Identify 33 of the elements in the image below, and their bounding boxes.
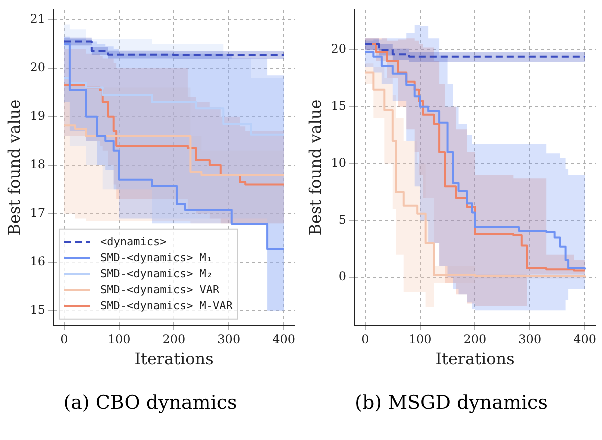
x-tick-label: 200: [464, 332, 487, 347]
y-tick-label: 17: [30, 206, 46, 220]
legend-label: SMD-<dynamics> M₁: [100, 251, 214, 264]
y-tick-label: 20: [30, 60, 46, 75]
x-tick-label: 300: [218, 332, 241, 347]
legend-label: SMD-<dynamics> M₂: [100, 267, 214, 280]
y-tick-label: 10: [331, 156, 346, 170]
x-tick-label: 0: [60, 332, 68, 347]
y-axis-title: Best found value: [4, 100, 24, 236]
y-tick-label: 5: [338, 212, 346, 227]
x-axis-title: Iterations: [436, 350, 515, 369]
text: (b) MSGD dynamics: [354, 392, 549, 414]
x-tick-label: 400: [574, 332, 596, 347]
x-tick-label: 100: [408, 332, 432, 347]
x-tick-label: 100: [108, 332, 131, 347]
y-tick-label: 19: [30, 109, 46, 124]
legend-label: <dynamics>: [100, 235, 168, 248]
y-tick-label: 20: [331, 42, 346, 56]
x-tick-label: 300: [518, 332, 542, 347]
y-tick-label: 15: [30, 302, 46, 317]
legend-label: SMD-<dynamics> M-VAR: [100, 299, 234, 312]
legend-label: SMD-<dynamics> VAR: [100, 283, 220, 296]
y-tick-label: 16: [30, 254, 46, 268]
text: (a) CBO dynamics: [62, 392, 238, 414]
y-tick-label: 0: [338, 270, 346, 284]
y-tick-label: 21: [30, 12, 46, 26]
y-tick-label: 15: [331, 99, 346, 114]
y-tick-label: 18: [30, 158, 46, 172]
y-axis-title: Best found value: [306, 100, 325, 236]
x-tick-label: 400: [272, 332, 296, 347]
x-tick-label: 200: [162, 332, 186, 347]
x-tick-label: 0: [362, 332, 370, 347]
x-axis-title: Iterations: [134, 350, 214, 369]
